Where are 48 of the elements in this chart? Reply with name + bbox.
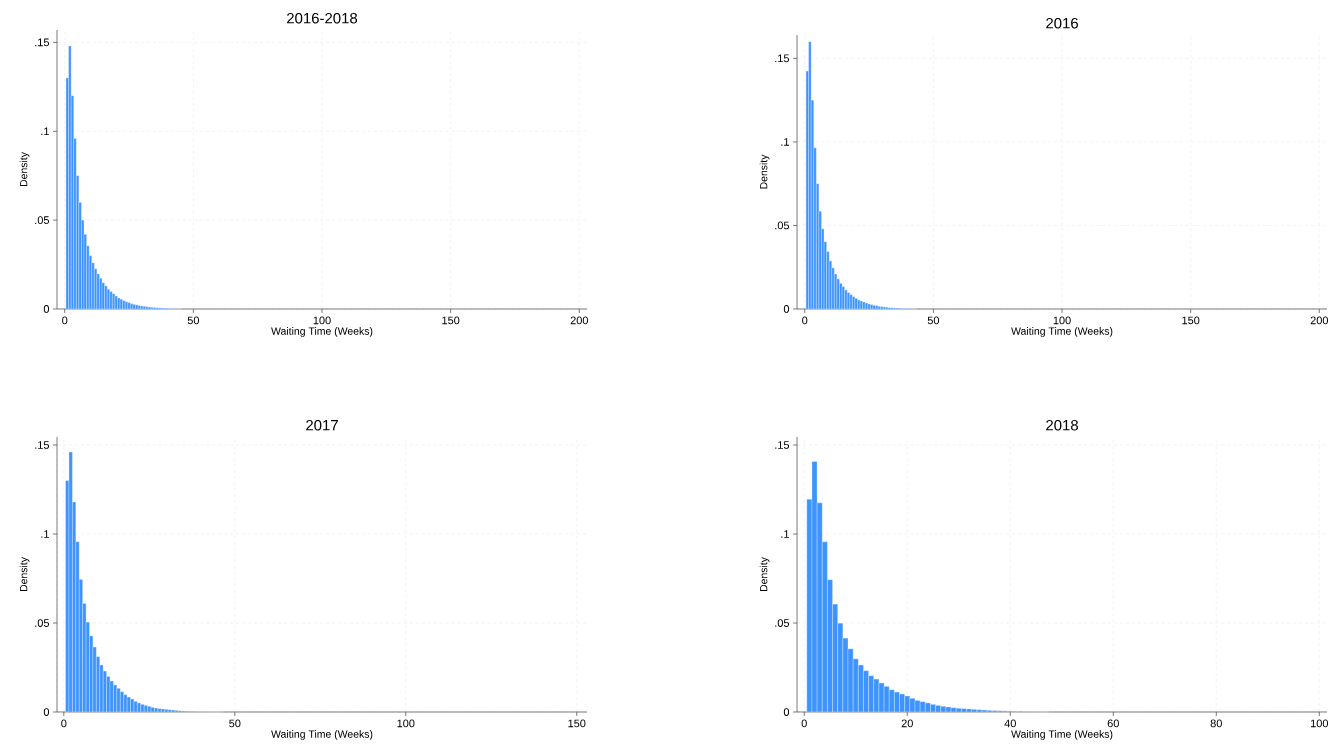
y-axis-title: Density <box>19 557 30 592</box>
y-tick-label: .05 <box>775 619 790 627</box>
y-axis-title: Density <box>759 557 770 592</box>
chart-title: 2016 <box>1046 17 1078 29</box>
x-tick-label: 20 <box>901 719 913 728</box>
y-tick-label: 0 <box>783 305 790 313</box>
x-tick-label: 60 <box>1107 719 1119 728</box>
x-tick-label: 50 <box>187 316 200 325</box>
x-tick-label: 100 <box>313 316 331 325</box>
x-tick-label: 0 <box>801 719 807 728</box>
x-tick-label: 200 <box>1310 316 1329 325</box>
y-tick-label: .1 <box>41 530 49 538</box>
x-tick-label: 80 <box>1210 719 1222 728</box>
chart-title: 2018 <box>1046 419 1078 431</box>
x-tick-label: 0 <box>61 719 67 728</box>
y-tick-label: .1 <box>781 530 789 538</box>
x-tick-label: 200 <box>570 316 588 325</box>
y-tick-label: .15 <box>775 441 790 449</box>
y-tick-label: 0 <box>43 305 50 313</box>
y-tick-label: .1 <box>781 138 789 146</box>
y-axis-title: Density <box>19 152 30 187</box>
y-tick-label: .1 <box>41 127 49 136</box>
y-tick-label: .15 <box>35 441 50 449</box>
chart-title: 2017 <box>306 419 338 431</box>
x-axis-title: Waiting Time (Weeks) <box>1011 327 1113 337</box>
y-tick-label: 0 <box>783 708 790 716</box>
y-tick-label: 0 <box>43 708 50 716</box>
x-tick-label: 100 <box>397 719 415 728</box>
y-tick-label: .05 <box>35 216 50 225</box>
x-axis-title: Waiting Time (Weeks) <box>1011 730 1113 740</box>
x-tick-label: 150 <box>1182 316 1200 325</box>
y-tick-label: .05 <box>35 619 50 627</box>
x-tick-label: 50 <box>229 719 241 728</box>
y-tick-label: .05 <box>775 221 790 230</box>
y-tick-label: .15 <box>35 38 50 47</box>
x-axis-title: Waiting Time (Weeks) <box>271 730 373 740</box>
y-tick-label: .15 <box>775 54 790 63</box>
x-tick-label: 150 <box>442 316 460 325</box>
x-tick-label: 50 <box>927 316 940 325</box>
x-tick-label: 40 <box>1004 719 1016 728</box>
x-tick-label: 150 <box>568 719 586 728</box>
x-tick-label: 100 <box>1311 719 1329 728</box>
x-tick-label: 0 <box>62 316 68 325</box>
x-tick-label: 100 <box>1053 316 1071 325</box>
x-tick-label: 0 <box>802 316 808 325</box>
chart-title: 2016-2018 <box>287 12 358 24</box>
x-axis-title: Waiting Time (Weeks) <box>271 327 373 337</box>
y-axis-title: Density <box>759 154 770 189</box>
